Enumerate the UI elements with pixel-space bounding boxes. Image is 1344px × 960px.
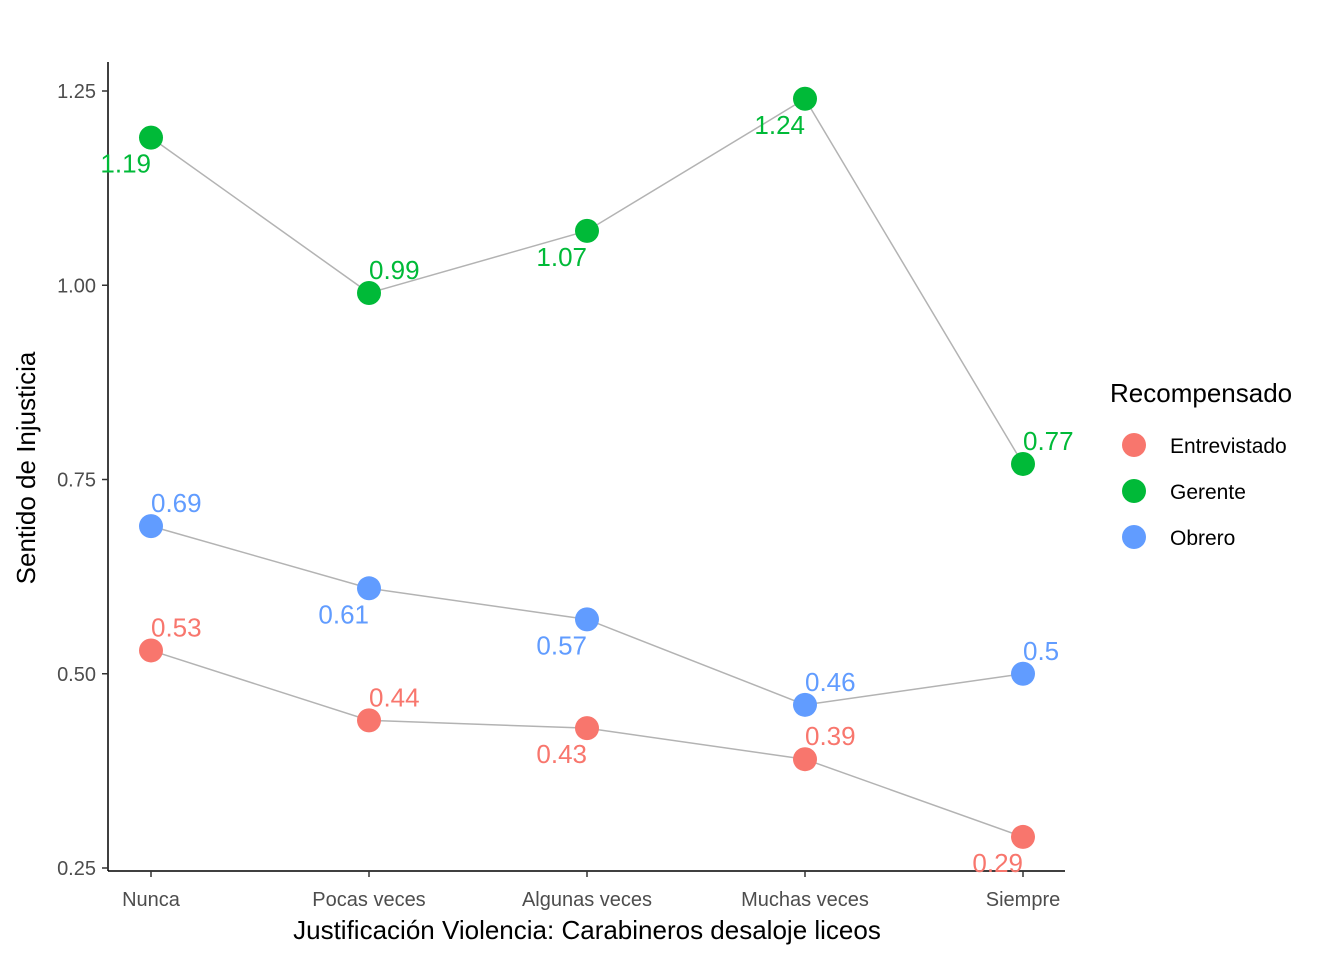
data-point-obrero bbox=[1011, 661, 1035, 686]
data-label-entrevistado: 0.39 bbox=[805, 721, 856, 751]
data-label-gerente: 1.19 bbox=[100, 149, 151, 179]
data-point-obrero bbox=[575, 607, 599, 632]
y-tick-label: 0.25 bbox=[57, 858, 96, 880]
y-ticks: 0.25 0.50 0.75 1.00 1.25 bbox=[57, 81, 108, 880]
x-ticks: Nunca Pocas veces Algunas veces Muchas vece… bbox=[122, 871, 1060, 911]
y-axis-title: Sentido de Injusticia bbox=[11, 351, 41, 584]
data-point-obrero bbox=[357, 576, 381, 601]
series-line-gerente bbox=[150, 97, 1024, 465]
data-label-entrevistado: 0.43 bbox=[536, 739, 587, 769]
series-points bbox=[139, 86, 1035, 849]
data-point-obrero bbox=[139, 514, 163, 539]
legend: Recompensado Entrevistado Gerente Obrero bbox=[1110, 378, 1292, 550]
legend-title: Recompensado bbox=[1110, 378, 1292, 408]
x-tick-label: Nunca bbox=[122, 889, 181, 911]
legend-label-entrevistado: Entrevistado bbox=[1170, 435, 1287, 458]
data-label-obrero: 0.61 bbox=[318, 599, 369, 629]
data-point-gerente bbox=[139, 125, 163, 150]
legend-items: Entrevistado Gerente Obrero bbox=[1122, 433, 1287, 550]
data-label-entrevistado: 0.53 bbox=[151, 612, 202, 642]
legend-key-obrero bbox=[1122, 525, 1146, 549]
legend-key-entrevistado bbox=[1122, 433, 1146, 457]
y-tick-label: 0.75 bbox=[57, 470, 96, 492]
data-label-entrevistado: 0.44 bbox=[369, 682, 420, 712]
data-label-obrero: 0.46 bbox=[805, 667, 856, 697]
legend-label-gerente: Gerente bbox=[1170, 481, 1246, 504]
data-label-gerente: 0.77 bbox=[1023, 426, 1074, 456]
data-point-obrero bbox=[793, 692, 817, 717]
axes: 0.25 0.50 0.75 1.00 1.25 Nunca Pocas veces Alg… bbox=[57, 62, 1065, 911]
x-tick-label: Pocas veces bbox=[312, 889, 425, 911]
data-point-entrevistado bbox=[357, 708, 381, 733]
data-point-gerente bbox=[575, 218, 599, 243]
series-line-entrevistado bbox=[150, 649, 1024, 838]
data-labels: 0.53 0.44 0.43 0.39 0.29 1.19 0.99 1.07 1.24 0.77… bbox=[100, 110, 1073, 878]
data-label-obrero: 0.69 bbox=[151, 488, 202, 518]
x-tick-label: Algunas veces bbox=[522, 889, 652, 911]
data-label-obrero: 0.5 bbox=[1023, 636, 1059, 666]
y-tick-label: 1.25 bbox=[57, 81, 96, 103]
data-point-gerente bbox=[793, 86, 817, 111]
data-label-entrevistado: 0.29 bbox=[972, 848, 1023, 878]
data-label-gerente: 1.24 bbox=[754, 110, 805, 140]
x-tick-label: Muchas veces bbox=[741, 889, 869, 911]
legend-label-obrero: Obrero bbox=[1170, 527, 1235, 550]
x-tick-label: Siempre bbox=[986, 889, 1060, 911]
data-label-obrero: 0.57 bbox=[536, 630, 587, 660]
data-point-entrevistado bbox=[793, 747, 817, 772]
data-label-gerente: 1.07 bbox=[536, 242, 587, 272]
data-point-entrevistado bbox=[139, 638, 163, 663]
legend-key-gerente bbox=[1122, 479, 1146, 503]
y-tick-label: 1.00 bbox=[57, 275, 96, 297]
data-point-gerente bbox=[357, 281, 381, 306]
data-point-entrevistado bbox=[1011, 824, 1035, 849]
data-point-entrevistado bbox=[575, 716, 599, 741]
data-point-gerente bbox=[1011, 451, 1035, 476]
x-axis-title: Justificación Violencia: Carabineros des… bbox=[293, 915, 881, 945]
data-label-gerente: 0.99 bbox=[369, 255, 420, 285]
y-tick-label: 0.50 bbox=[57, 664, 96, 686]
